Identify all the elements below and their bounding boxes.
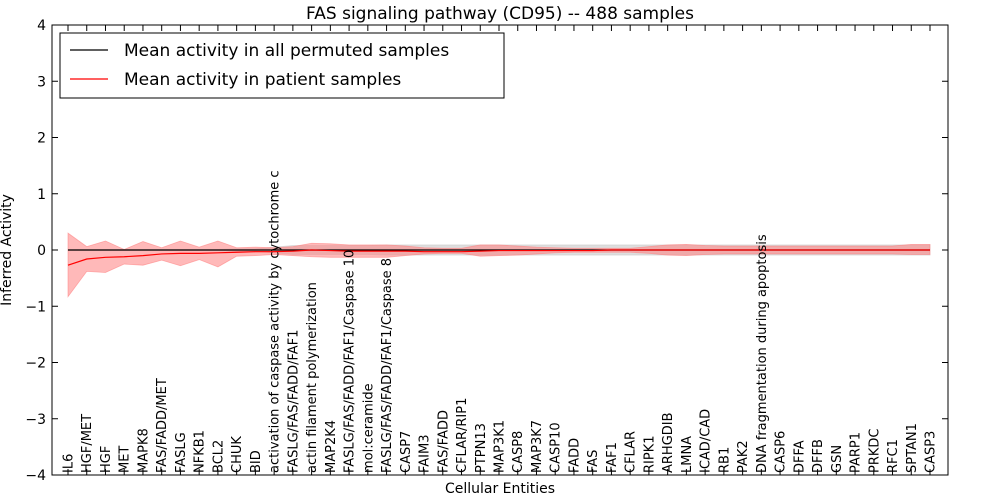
- x-tick-label: IL6: [62, 454, 77, 473]
- plot-frame: [51, 24, 949, 476]
- x-tick-label: MAPK8: [136, 428, 151, 473]
- x-tick-label: FASLG/FAS/FADD/FAF1/Caspase 8: [380, 258, 395, 473]
- x-tick-label: FAS: [586, 450, 601, 473]
- x-tick-label: HGF/MET: [80, 414, 95, 473]
- x-tick-label: FASLG: [174, 432, 189, 473]
- x-tick-label: GSN: [830, 445, 845, 473]
- x-tick-label: MET: [118, 446, 133, 473]
- x-tick-label: FAS/FADD: [436, 410, 451, 473]
- legend-label-permuted: Mean activity in all permuted samples: [124, 41, 449, 61]
- x-tick-label: ARHGDIB: [661, 412, 676, 473]
- x-tick-label: PAK2: [736, 440, 751, 473]
- y-tick-label: 3: [37, 74, 46, 90]
- y-tick-label: 2: [37, 131, 46, 147]
- x-tick-label: FASLG/FAS/FADD/FAF1/Caspase 10: [343, 250, 358, 473]
- x-tick-label: FAF1: [605, 442, 620, 473]
- y-tick-label: −1: [25, 299, 46, 315]
- x-tick-label: CASP8: [511, 431, 526, 473]
- x-tick-label: CFLAR: [624, 431, 639, 473]
- x-tick-label: MAP3K1: [493, 420, 508, 473]
- x-tick-label: RIPK1: [642, 435, 657, 473]
- y-tick-label: 1: [37, 187, 46, 203]
- x-tick-label: BID: [249, 450, 264, 473]
- legend-label-patient: Mean activity in patient samples: [124, 70, 401, 90]
- series-lines: [67, 249, 930, 266]
- x-tick-label: CASP7: [399, 431, 414, 473]
- legend-box: [59, 32, 505, 99]
- x-tick-label: CHUK: [230, 436, 245, 473]
- x-tick-label: MAP2K4: [324, 420, 339, 473]
- x-tick-label: BCL2: [211, 440, 226, 473]
- x-tick-label: ICAD/CAD: [699, 409, 714, 473]
- x-tick-label: PARP1: [849, 432, 864, 473]
- x-tick-label: activation of caspase activity by cytoch…: [268, 170, 283, 473]
- x-tick-label: DNA fragmentation during apoptosis: [755, 234, 770, 473]
- x-tick-label: DFFB: [811, 439, 826, 473]
- x-tick-label: FAIM3: [418, 435, 433, 474]
- x-tick-label: PRKDC: [867, 429, 882, 473]
- x-tick-label: RB1: [717, 447, 732, 473]
- x-tick-label: actin filament polymerization: [305, 282, 320, 473]
- x-tick-label: HGF: [99, 446, 114, 473]
- x-tick-label: SPTAN1: [905, 423, 920, 473]
- x-axis-label: Cellular Entities: [445, 481, 555, 497]
- x-tick-label: NFKB1: [193, 430, 208, 473]
- x-tick-label: LMNA: [680, 436, 695, 473]
- x-tick-labels: IL6 HGF/MET HGF MET MAPK8 FAS/FADD/MET FASLG NF…: [62, 25, 939, 475]
- x-tick-label: MAP3K7: [530, 420, 545, 473]
- x-tick-label: DFFA: [792, 440, 807, 473]
- x-tick-label: mol:ceramide: [361, 383, 376, 473]
- x-tick-label: CASP10: [549, 422, 564, 473]
- x-tick-label: FAS/FADD/MET: [155, 378, 170, 473]
- series-line-patient: [67, 249, 930, 266]
- x-tick-label: PTPN13: [474, 423, 489, 473]
- band-patient: [67, 232, 931, 298]
- confidence-bands: [67, 232, 931, 298]
- y-tick-label: 0: [37, 243, 46, 259]
- x-tick-label: FADD: [567, 438, 582, 473]
- x-tick-label: RFC1: [886, 439, 901, 473]
- y-tick-label: −2: [25, 356, 46, 372]
- x-tick-label: FASLG/FAS/FADD/FAF1: [286, 330, 301, 473]
- y-tick-label: −4: [25, 468, 46, 484]
- x-tick-label: CASP3: [924, 431, 939, 473]
- legend: Mean activity in all permuted samples Me…: [59, 32, 505, 99]
- x-tick-label: CFLAR/RIP1: [455, 398, 470, 473]
- y-tick-label: 4: [37, 18, 46, 34]
- y-tick-label: −3: [25, 412, 46, 428]
- chart-title: FAS signaling pathway (CD95) -- 488 samp…: [306, 4, 694, 24]
- y-axis-label: Inferred Activity: [0, 194, 15, 306]
- x-tick-label: CASP6: [774, 431, 789, 473]
